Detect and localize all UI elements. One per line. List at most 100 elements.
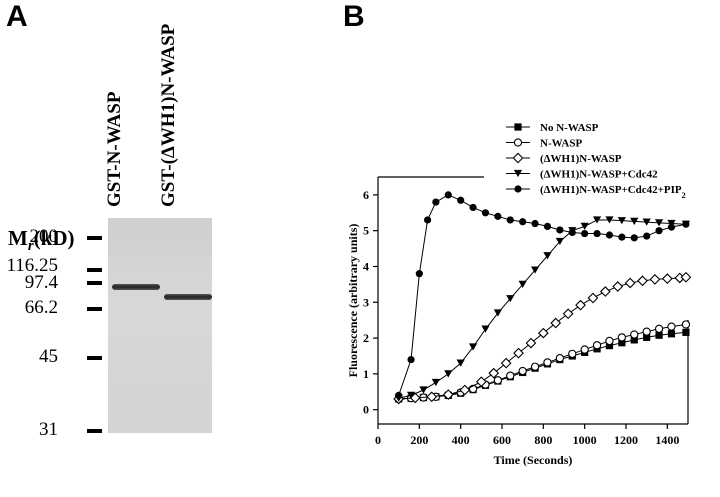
- data-point: [654, 324, 664, 333]
- data-point: [612, 281, 624, 292]
- data-point: [568, 228, 576, 237]
- data-point: [630, 217, 639, 225]
- data-point: [444, 191, 452, 199]
- data-point: [395, 391, 403, 399]
- x-tick-label: 0: [375, 433, 381, 447]
- data-point: [593, 229, 601, 238]
- molecular-weight-axis-label: Mr(kD): [8, 226, 75, 254]
- legend-label: (ΔWH1)N-WASP+Cdc42+PIP2: [540, 184, 686, 200]
- x-tick-label: 400: [452, 433, 470, 447]
- data-point: [605, 216, 614, 224]
- series-3: [394, 216, 691, 402]
- data-point: [555, 353, 565, 363]
- data-point: [468, 343, 478, 351]
- legend-marker: [514, 185, 522, 193]
- data-point: [680, 271, 692, 283]
- data-point: [493, 309, 502, 317]
- legend-label-subscript: 2: [682, 191, 686, 200]
- x-tick-label: 1200: [614, 433, 638, 447]
- data-point: [617, 333, 627, 342]
- y-tick-label: 1: [363, 367, 369, 381]
- data-point: [513, 347, 524, 359]
- panel-a-label: A: [6, 0, 28, 33]
- data-point: [424, 216, 432, 224]
- y-tick-label: 2: [363, 331, 369, 345]
- data-point: [667, 223, 676, 231]
- data-point: [481, 209, 490, 217]
- x-axis-label: Time (Seconds): [494, 453, 573, 467]
- x-tick-label: 1000: [573, 433, 597, 447]
- data-point: [605, 336, 614, 346]
- data-point: [457, 196, 465, 204]
- data-point: [537, 327, 549, 339]
- legend-item-3: (ΔWH1)N-WASP+Cdc42: [506, 169, 658, 181]
- marker-tick-116: [87, 268, 102, 272]
- x-tick-label: 1400: [655, 433, 679, 447]
- data-point: [630, 336, 638, 344]
- data-point: [493, 376, 503, 385]
- data-point: [531, 219, 539, 228]
- marker-45: 45: [39, 346, 58, 367]
- data-point: [406, 391, 416, 399]
- data-point: [444, 370, 453, 378]
- data-point: [624, 277, 636, 289]
- marker-97: 97.4: [24, 272, 58, 293]
- data-point: [682, 328, 690, 336]
- data-point: [543, 252, 552, 260]
- data-point: [556, 226, 564, 234]
- data-point: [488, 367, 500, 379]
- x-tick-label: 600: [493, 433, 511, 447]
- data-point: [649, 274, 661, 285]
- marker-tick-97: [87, 281, 102, 285]
- data-point: [637, 275, 648, 287]
- data-point: [575, 299, 586, 311]
- marker-tick-200: [87, 236, 102, 240]
- data-point: [469, 203, 477, 212]
- legend-label: No N-WASP: [540, 122, 599, 134]
- series-line: [398, 331, 686, 400]
- legend-item-1: N-WASP: [506, 138, 582, 150]
- data-point: [580, 345, 589, 354]
- data-point: [518, 280, 527, 288]
- data-point: [630, 234, 638, 242]
- data-point: [506, 216, 514, 224]
- data-point: [442, 389, 454, 401]
- legend-item-2: (ΔWH1)N-WASP: [506, 152, 622, 165]
- data-point: [618, 339, 626, 347]
- data-point: [618, 233, 626, 241]
- marker-tick-66: [87, 307, 102, 311]
- data-point: [530, 362, 540, 371]
- data-point: [550, 317, 562, 329]
- data-point: [494, 212, 502, 220]
- y-axis-label: Fluorescence (arbitrary units): [346, 224, 360, 378]
- y-tick-label: 5: [363, 224, 369, 238]
- data-point: [643, 232, 651, 240]
- y-tick-label: 0: [363, 403, 369, 417]
- panel-b-label: B: [343, 0, 365, 33]
- data-point: [599, 286, 611, 297]
- data-point: [459, 384, 471, 396]
- marker-66: 66.2: [24, 297, 58, 318]
- data-point: [617, 217, 626, 225]
- series-line: [398, 219, 686, 399]
- data-point: [661, 273, 673, 285]
- data-point: [581, 229, 589, 238]
- y-tick-label: 6: [363, 188, 369, 202]
- data-point: [605, 342, 614, 350]
- data-point: [525, 337, 537, 349]
- marker-200: 200: [29, 226, 59, 247]
- data-point: [592, 216, 602, 224]
- x-tick-label: 800: [534, 433, 552, 447]
- data-point: [506, 295, 515, 303]
- legend-marker: [513, 169, 523, 178]
- x-tick-label: 200: [410, 433, 428, 447]
- data-point: [642, 327, 651, 336]
- data-point: [630, 330, 639, 339]
- data-point: [426, 391, 438, 403]
- legend-item-0: No N-WASP: [506, 122, 599, 134]
- data-point: [667, 330, 676, 338]
- series-4: [395, 191, 690, 399]
- data-point: [562, 308, 574, 320]
- data-point: [530, 266, 540, 274]
